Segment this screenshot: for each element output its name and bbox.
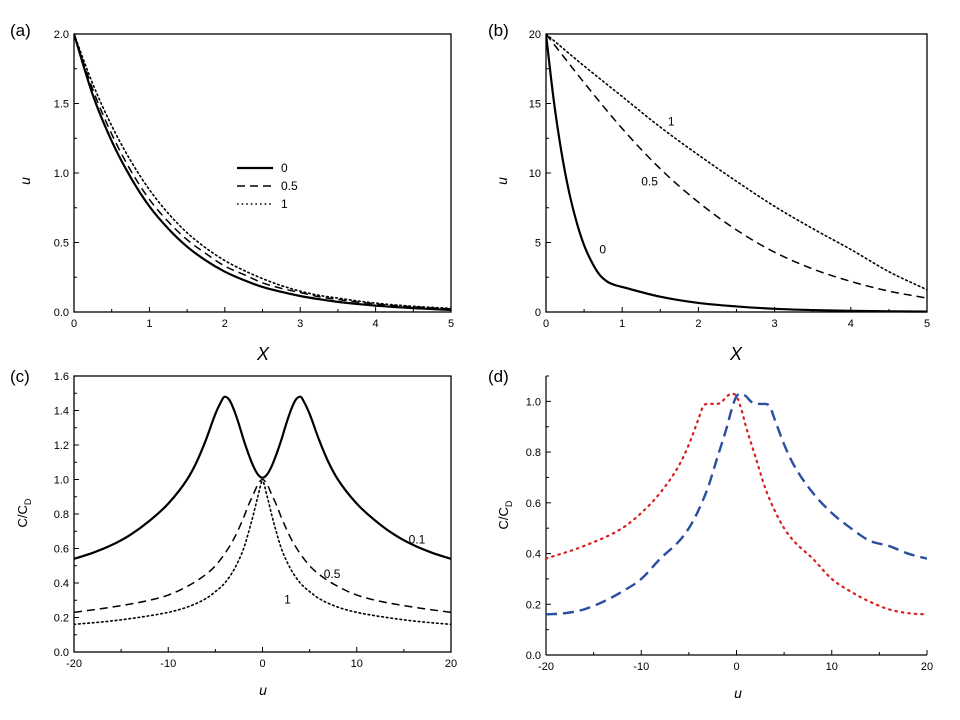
y-tick-label: 5 [535, 238, 541, 250]
series-line-0 [546, 33, 927, 313]
y-tick-label: 0.2 [526, 599, 541, 611]
y-axis-label: u [17, 177, 33, 185]
y-axis-label: u [494, 177, 510, 185]
x-tick-label: 0 [71, 318, 77, 330]
x-axis-label: u [734, 685, 742, 701]
series-line-0 [74, 33, 451, 312]
legend-entry: 1 [281, 197, 288, 211]
y-tick-label: 0.2 [54, 613, 69, 625]
x-tick-label: 3 [297, 318, 303, 330]
legend-entry: 0.5 [281, 179, 298, 193]
curve-annotation: 1 [284, 593, 291, 607]
panel-label: (b) [488, 21, 509, 40]
x-tick-label: 0 [543, 318, 549, 330]
y-tick-label: 20 [529, 29, 541, 41]
x-tick-label: 5 [448, 318, 454, 330]
panel-label: (a) [10, 21, 31, 40]
series-line-0_5 [74, 478, 451, 614]
y-tick-label: 0.0 [54, 307, 69, 319]
x-tick-label: -20 [538, 661, 554, 673]
y-axis-label: C/CD [496, 500, 514, 529]
y-tick-label: 1.0 [526, 396, 541, 408]
panel-label: (d) [488, 367, 509, 386]
chart-panel-c: (c) -20 -10 0 10 20 0.0 0.2 0.4 0.6 0.8 1.0 1.2 1.4 1.… [10, 367, 457, 698]
curve-annotation: 0.1 [409, 532, 426, 546]
x-axis-label: X [729, 344, 743, 364]
series-line-1 [546, 33, 927, 291]
x-tick-label: 10 [351, 658, 363, 670]
y-tick-label: 15 [529, 99, 541, 111]
x-tick-label: -10 [160, 658, 176, 670]
series-line-1 [74, 33, 451, 310]
curve-annotation: 0.5 [324, 567, 341, 581]
y-tick-label: 0.4 [54, 578, 69, 590]
series-line-0_5 [546, 33, 927, 299]
series-line-s1 [546, 392, 927, 616]
panel-label: (c) [10, 367, 30, 386]
y-tick-label: 1.2 [54, 440, 69, 452]
x-axis-label: u [259, 682, 267, 698]
legend-entry: 0 [281, 161, 288, 175]
plot-frame [73, 33, 452, 313]
plot-frame [73, 375, 452, 653]
y-tick-label: 0.5 [54, 238, 69, 250]
y-tick-label: 1.6 [54, 371, 69, 383]
x-tick-label: 1 [619, 318, 625, 330]
curve-annotation: 1 [668, 115, 675, 129]
y-tick-label: 2.0 [54, 29, 69, 41]
x-tick-label: 3 [772, 318, 778, 330]
x-tick-label: 20 [445, 658, 457, 670]
y-tick-label: 0.4 [526, 549, 541, 561]
x-tick-label: 2 [222, 318, 228, 330]
x-tick-label: 10 [826, 661, 838, 673]
plot-frame [545, 33, 928, 313]
x-tick-label: -10 [633, 661, 649, 673]
x-tick-label: 1 [146, 318, 152, 330]
curve-annotation: 0.5 [641, 175, 658, 189]
x-axis-label: X [256, 344, 270, 364]
x-tick-label: 2 [695, 318, 701, 330]
x-tick-label: 4 [848, 318, 854, 330]
x-tick-label: 20 [921, 661, 933, 673]
y-axis-label: C/CD [15, 498, 33, 527]
series-line-s0 [546, 392, 927, 616]
x-tick-label: 4 [373, 318, 379, 330]
chart-panel-b: (b) 0 1 2 3 4 5 0 5 10 15 20 Xu 1 0.5 0 [488, 21, 930, 364]
series-line-1 [74, 480, 451, 626]
x-tick-label: 5 [924, 318, 930, 330]
legend: 00.51 [237, 161, 298, 211]
y-tick-label: 0.6 [526, 498, 541, 510]
chart-panel-d: (d) -20 -10 0 10 20 0.0 0.2 0.4 0.6 0.8 1.0 u C/CD [488, 367, 933, 701]
y-tick-label: 0.0 [54, 647, 69, 659]
y-tick-label: 1.5 [54, 99, 69, 111]
y-tick-label: 1.4 [54, 406, 69, 418]
series-line-0_5 [74, 33, 451, 310]
x-tick-label: 0 [259, 658, 265, 670]
y-tick-label: 1.0 [54, 475, 69, 487]
y-tick-label: 10 [529, 168, 541, 180]
y-tick-label: 1.0 [54, 168, 69, 180]
y-tick-label: 0.8 [54, 509, 69, 521]
y-tick-label: 0.8 [526, 447, 541, 459]
y-tick-label: 0 [535, 307, 541, 319]
y-tick-label: 0.6 [54, 544, 69, 556]
series-line-0_1 [74, 395, 451, 560]
x-tick-label: 0 [733, 661, 739, 673]
curve-annotation: 0 [599, 243, 606, 257]
y-tick-label: 0.0 [526, 650, 541, 662]
x-tick-label: -20 [66, 658, 82, 670]
